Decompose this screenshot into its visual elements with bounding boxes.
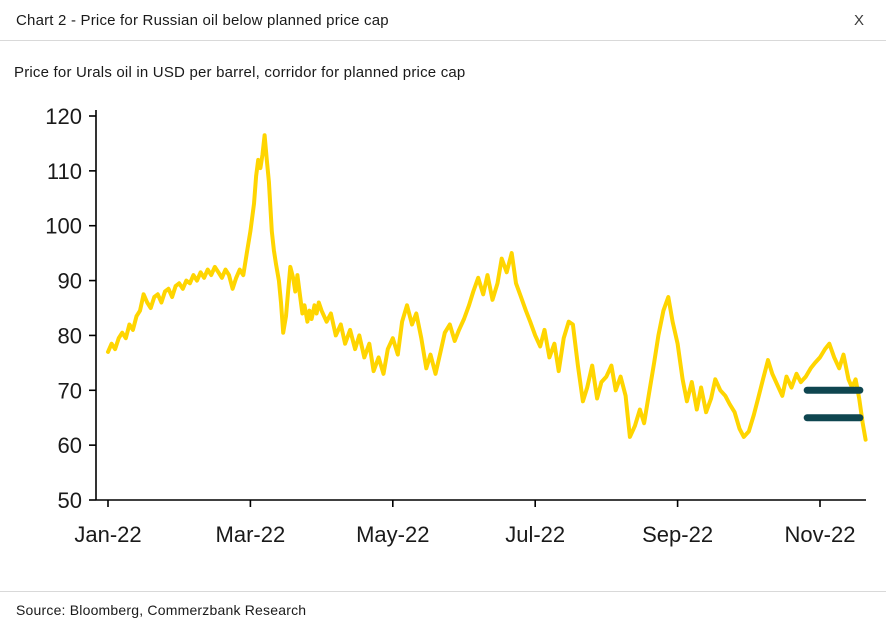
y-tick-label: 50 bbox=[58, 488, 82, 513]
source-text: Source: Bloomberg, Commerzbank Research bbox=[16, 602, 307, 618]
close-button[interactable]: X bbox=[850, 11, 868, 30]
x-tick-label: May-22 bbox=[356, 522, 429, 547]
close-icon: X bbox=[853, 11, 864, 29]
y-tick-label: 60 bbox=[58, 433, 82, 458]
x-tick-label: Mar-22 bbox=[216, 522, 286, 547]
x-tick-label: Jul-22 bbox=[505, 522, 565, 547]
x-tick-label: Sep-22 bbox=[642, 522, 713, 547]
price-line bbox=[106, 133, 868, 442]
y-tick-label: 120 bbox=[45, 104, 82, 129]
chart-header: Chart 2 - Price for Russian oil below pl… bbox=[0, 0, 886, 41]
chart-title: Chart 2 - Price for Russian oil below pl… bbox=[16, 11, 389, 29]
y-tick-label: 110 bbox=[47, 159, 82, 184]
x-tick-label: Jan-22 bbox=[74, 522, 141, 547]
price-line-chart: 50 60 70 80 90 100 110 120 Jan-22 Mar-22 May-22 Jul… bbox=[45, 104, 868, 547]
chart-subtitle: Price for Urals oil in USD per barrel, c… bbox=[14, 64, 466, 81]
x-tick-label: Nov-22 bbox=[785, 522, 856, 547]
y-tick-label: 80 bbox=[58, 323, 82, 348]
y-tick-label: 70 bbox=[58, 378, 82, 403]
y-tick-label: 100 bbox=[45, 214, 82, 239]
y-tick-label: 90 bbox=[58, 269, 82, 294]
chart-footer: Source: Bloomberg, Commerzbank Research bbox=[0, 591, 886, 626]
